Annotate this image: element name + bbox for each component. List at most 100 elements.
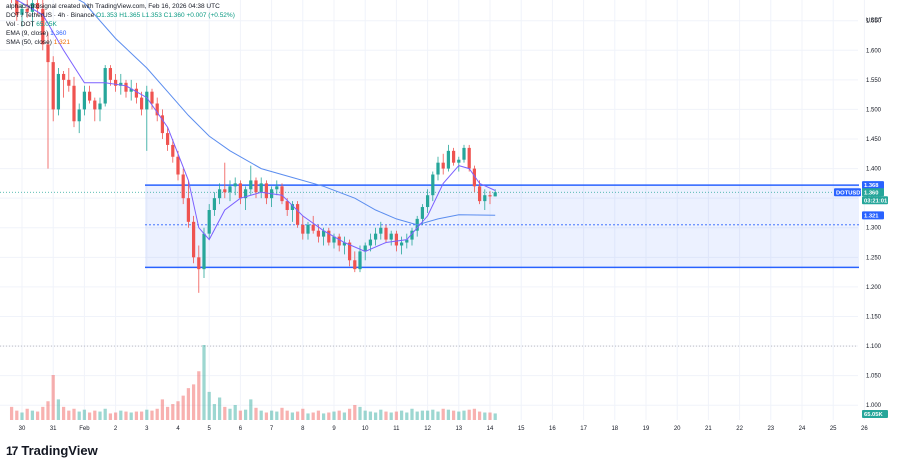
candle-body bbox=[425, 195, 430, 208]
time-axis-tick: 9 bbox=[332, 426, 336, 432]
time-axis-tick: 6 bbox=[239, 426, 243, 432]
candle-body bbox=[25, 8, 29, 12]
symbol-line[interactable]: DOT / TetherUS · 4h · Binance O1.353 H1.… bbox=[6, 12, 235, 20]
volume-bar bbox=[467, 409, 471, 420]
volume-bar bbox=[202, 345, 206, 420]
volume-bar bbox=[124, 411, 128, 420]
candle-body bbox=[56, 73, 61, 110]
price-axis-tick: 1.150 bbox=[866, 314, 882, 320]
ema-9-line bbox=[15, 0, 496, 252]
indicator-lines bbox=[15, 0, 496, 252]
candle-body bbox=[451, 150, 456, 163]
last-price-tag: 1.360 bbox=[864, 190, 879, 196]
candle-body bbox=[243, 189, 248, 199]
sma-tag: 1.321 bbox=[864, 213, 879, 219]
countdown-tag: 03:21:01 bbox=[864, 198, 888, 204]
volume-bar bbox=[436, 411, 440, 420]
candle-body bbox=[171, 144, 175, 157]
volume-bar bbox=[301, 408, 305, 420]
time-axis-tick: 10 bbox=[362, 426, 369, 432]
ohlc-values: O1.353 H1.365 L1.353 C1.360 +0.007 (+0.5… bbox=[96, 12, 235, 19]
candle-body bbox=[477, 186, 482, 202]
volume-bar bbox=[186, 388, 191, 420]
volume-bar bbox=[150, 410, 154, 420]
candle-body bbox=[150, 91, 154, 104]
candle-body bbox=[405, 239, 409, 243]
price-axis-tick: 1.300 bbox=[866, 226, 882, 232]
volume-bar bbox=[176, 401, 180, 420]
volume-bar bbox=[332, 411, 336, 420]
candle-body bbox=[124, 82, 128, 92]
candle-body bbox=[488, 195, 492, 197]
sma-label: SMA (50, close) bbox=[6, 39, 52, 46]
range-box bbox=[0, 184, 859, 347]
time-axis-tick: 31 bbox=[50, 426, 57, 432]
candle-body bbox=[77, 109, 81, 122]
candle-body bbox=[30, 2, 35, 12]
volume-bar bbox=[103, 408, 107, 420]
price-axis-tick: 1.000 bbox=[866, 403, 882, 409]
volume-tag-bg bbox=[862, 410, 888, 418]
volume-bar bbox=[259, 410, 263, 420]
candle-body bbox=[462, 147, 466, 160]
candle-body bbox=[384, 227, 388, 240]
volume-bar bbox=[233, 405, 237, 420]
candle-body bbox=[82, 91, 87, 110]
candle-body bbox=[191, 221, 196, 258]
volume-bar bbox=[295, 411, 300, 420]
tradingview-logo-icon: 17 bbox=[6, 443, 18, 458]
volume-bar bbox=[353, 405, 357, 420]
time-axis-tick: Feb bbox=[79, 426, 90, 432]
volume-bar bbox=[321, 413, 326, 420]
volume-bar bbox=[285, 410, 289, 420]
sma-legend[interactable]: SMA (50, close) 1.321 bbox=[6, 39, 70, 47]
volume-bar bbox=[373, 412, 378, 420]
volume-bar bbox=[431, 409, 435, 420]
volume-label: Vol · DOT bbox=[6, 21, 35, 28]
price-axis-tick: 1.500 bbox=[866, 107, 882, 113]
volume-bar bbox=[46, 401, 50, 420]
volume-bar bbox=[477, 411, 482, 420]
countdown-tag-bg bbox=[862, 196, 888, 205]
time-axis-tick: 23 bbox=[767, 426, 774, 432]
volume-bar bbox=[30, 410, 35, 420]
candle-body bbox=[87, 91, 92, 101]
volume-bar bbox=[379, 409, 383, 420]
volume-bar bbox=[342, 412, 347, 420]
author-line: alphacryptosignal created with TradingVi… bbox=[6, 3, 220, 10]
candle-body bbox=[249, 180, 253, 190]
candle-body bbox=[457, 159, 461, 163]
volume-bar bbox=[165, 406, 170, 420]
ema-legend[interactable]: EMA (9, close) 1.360 bbox=[6, 30, 66, 38]
volume-bar bbox=[20, 412, 24, 420]
candle-body bbox=[15, 0, 19, 15]
candle-body bbox=[373, 233, 378, 240]
time-axis-tick: 21 bbox=[705, 426, 712, 432]
volume-bar bbox=[420, 410, 425, 420]
time-axis-tick: 20 bbox=[674, 426, 681, 432]
volume-bar bbox=[171, 404, 175, 420]
candle-body bbox=[358, 251, 362, 270]
candle-body bbox=[197, 257, 201, 270]
volume-bar bbox=[337, 410, 341, 420]
volume-value: 65.05K bbox=[36, 21, 57, 28]
symbol-name[interactable]: DOT / TetherUS · 4h · Binance bbox=[6, 12, 95, 19]
volume-legend[interactable]: Vol · DOT 65.05K bbox=[6, 21, 57, 29]
candle-body bbox=[20, 8, 24, 15]
candle-body bbox=[181, 174, 185, 199]
volume-bar bbox=[228, 408, 232, 420]
tradingview-brand[interactable]: 17 TradingView bbox=[6, 443, 98, 458]
volume-bar bbox=[160, 399, 165, 420]
volume-bar bbox=[472, 408, 477, 420]
volume-bar bbox=[119, 410, 123, 420]
volume-bar bbox=[483, 412, 487, 420]
volume-bar bbox=[493, 413, 497, 420]
volume-bar bbox=[207, 391, 211, 420]
volume-bar bbox=[269, 410, 274, 420]
volume-tag: 65.05K bbox=[864, 412, 884, 418]
volume-bar bbox=[72, 408, 76, 420]
candle-body bbox=[431, 174, 435, 196]
time-axis-tick: 4 bbox=[176, 426, 180, 432]
candle-body bbox=[113, 79, 118, 86]
time-axis-tick: 25 bbox=[830, 426, 837, 432]
